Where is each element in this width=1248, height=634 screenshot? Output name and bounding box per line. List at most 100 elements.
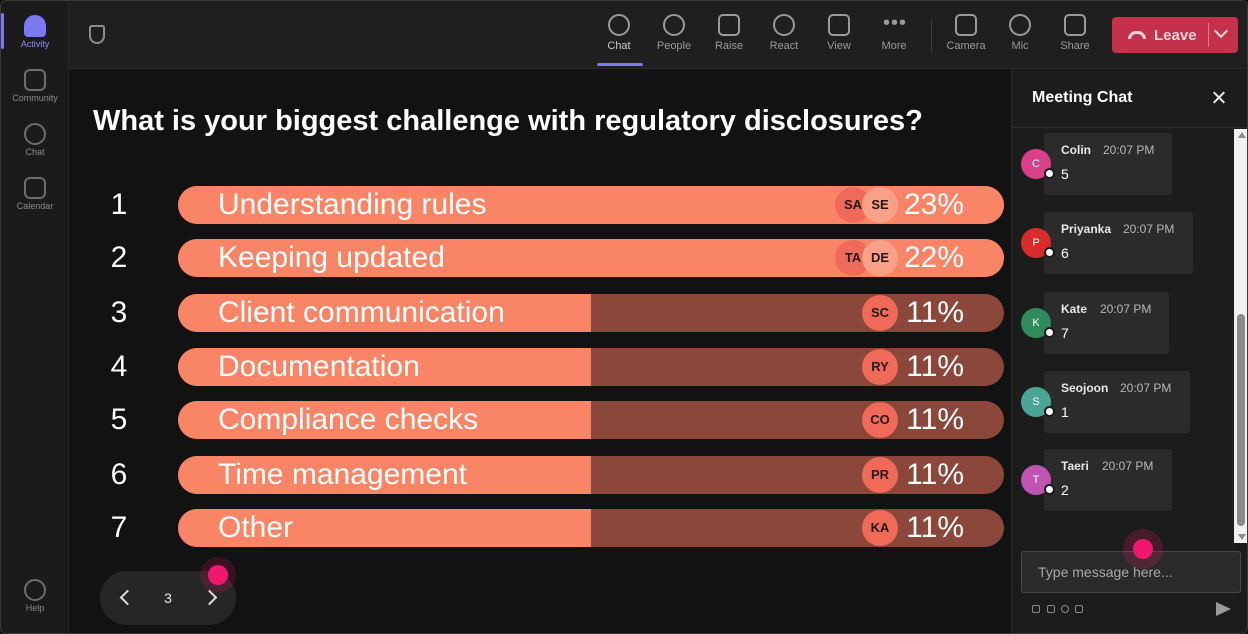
result-bar-fill [178,348,591,386]
option-number: 7 [110,511,128,544]
chat-scrollbar[interactable] [1234,129,1247,543]
rail-item-chat[interactable]: Chat [5,117,65,167]
result-bar-fill [178,509,591,547]
format-icon[interactable] [1032,605,1040,613]
chat-message: Kate 20:07 PM 7 K [1020,292,1234,356]
gif-icon[interactable] [1075,605,1083,613]
rail-item-label: Activity [20,39,50,49]
result-bar-fill [178,401,591,439]
community-icon [24,69,46,91]
shield-icon [89,25,105,44]
raise-button-label: Raise [714,40,744,52]
rail-item-label: Help [25,603,45,613]
mic-button[interactable]: Mic [994,11,1046,61]
leave-button-label: Leave [1154,26,1197,44]
smiley-icon [773,14,795,36]
result-bar: Keeping updated TA DE 22% [178,239,1004,277]
result-bar-fill [178,294,591,332]
scroll-up-arrow-icon[interactable] [1238,132,1246,138]
meeting-toolbar: Chat People Raise React View ••• More Ca… [69,1,1247,69]
send-icon[interactable] [1216,602,1231,616]
active-tab-indicator [597,63,643,66]
react-button-label: React [769,40,799,52]
people-button[interactable]: People [648,11,700,61]
grid-icon [828,14,850,36]
chevron-down-icon[interactable] [1213,23,1229,39]
camera-button-label: Camera [946,40,986,52]
rail-item-help[interactable]: Help [5,573,65,623]
message-text: 6 [1061,245,1069,261]
option-label: Other [218,511,294,544]
help-icon [24,579,46,601]
option-label: Understanding rules [218,188,487,221]
more-dots-icon: ••• [883,12,908,34]
result-bar: Understanding rules SA SE 23% [178,186,1004,224]
emoji-icon[interactable] [1061,605,1069,613]
option-number: 1 [110,188,128,221]
voter-avatar: RY [862,349,898,385]
voter-avatar: KA [862,510,898,546]
option-label: Time management [218,458,467,491]
chat-message: Seojoon 20:07 PM 1 S [1020,371,1234,435]
pointer-cursor [1133,539,1153,559]
message-time: 20:07 PM [1120,381,1172,395]
chevron-left-icon[interactable] [119,589,136,606]
page-number: 3 [164,590,172,606]
close-icon[interactable] [1210,89,1228,107]
more-button[interactable]: ••• More [868,11,920,61]
result-bar: Documentation RY 11% [178,348,1004,386]
message-time: 20:07 PM [1100,302,1152,316]
poll-stage: What is your biggest challenge with regu… [69,69,1011,633]
poll-option-row: 6 Time management PR 11% [69,456,1011,494]
share-button[interactable]: Share [1049,11,1101,61]
sender-name: Seojoon [1061,381,1109,395]
presence-status-dot [1044,168,1055,179]
message-bubble: Seojoon 20:07 PM 1 [1044,371,1190,433]
rail-item-label: Calendar [16,201,54,211]
sender-name: Taeri [1061,459,1089,473]
chat-message-list: Colin 20:07 PM 5 C Priyanka 20:07 PM 6 P Kate 20:… [1012,128,1234,544]
result-bar-fill [178,456,591,494]
phone-hangup-icon [1128,31,1146,39]
scrollbar-thumb[interactable] [1237,314,1245,526]
option-percent: 11% [906,403,964,436]
message-text: 2 [1061,482,1069,498]
option-number: 6 [110,458,128,491]
people-icon [663,14,685,36]
poll-option-row: 1 Understanding rules SA SE 23% [69,186,1011,224]
voter-avatar: CO [862,402,898,438]
leave-button[interactable]: Leave [1112,17,1238,53]
mic-button-label: Mic [1011,40,1029,52]
option-label: Documentation [218,350,420,383]
rail-item-calendar[interactable]: Calendar [5,171,65,221]
hand-icon [718,14,740,36]
sender-name: Priyanka [1061,222,1112,236]
camera-button[interactable]: Camera [940,11,992,61]
sender-name: Colin [1061,143,1091,157]
result-bar: Client communication SC 11% [178,294,1004,332]
scroll-down-arrow-icon[interactable] [1238,534,1246,540]
chat-message: Priyanka 20:07 PM 6 P [1020,212,1234,276]
option-number: 4 [110,350,128,383]
chat-button[interactable]: Chat [593,11,645,61]
presence-status-dot [1044,327,1055,338]
meeting-chat-panel: Meeting Chat Colin 20:07 PM 5 C Priyanka 20:0… [1011,69,1247,633]
chat-message-input[interactable] [1021,551,1241,593]
attach-icon[interactable] [1047,605,1055,613]
option-number: 2 [110,241,128,274]
poll-option-row: 7 Other KA 11% [69,509,1011,547]
pointer-cursor [208,565,228,585]
chevron-right-icon[interactable] [201,589,218,606]
voter-avatar: PR [862,457,898,493]
rail-item-activity[interactable]: Activity [5,9,65,59]
message-time: 20:07 PM [1103,143,1155,157]
rail-item-label: Community [12,93,58,103]
divider [1012,127,1247,128]
view-button[interactable]: View [813,11,865,61]
rail-item-community[interactable]: Community [5,63,65,113]
result-bar: Time management PR 11% [178,456,1004,494]
raise-hand-button[interactable]: Raise [703,11,755,61]
react-button[interactable]: React [758,11,810,61]
share-button-label: Share [1060,40,1090,52]
